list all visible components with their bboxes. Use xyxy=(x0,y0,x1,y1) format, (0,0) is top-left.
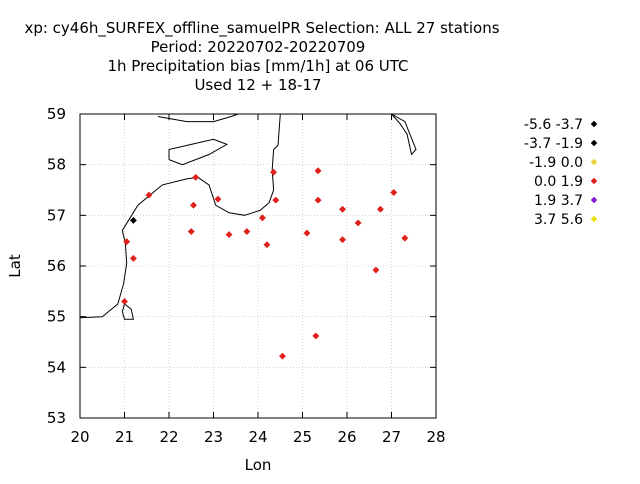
station-point xyxy=(312,332,320,340)
station-point xyxy=(129,216,137,224)
coastline xyxy=(157,113,239,123)
station-point xyxy=(270,168,278,176)
y-tick-label: 54 xyxy=(47,358,66,376)
coastline xyxy=(121,303,135,320)
station-point xyxy=(192,173,200,181)
legend-marker xyxy=(590,215,598,223)
coastline xyxy=(168,138,229,166)
y-tick-label: 57 xyxy=(47,206,66,224)
x-tick-label: 20 xyxy=(70,428,89,446)
station-point xyxy=(272,196,280,204)
title-line: 1h Precipitation bias [mm/1h] at 06 UTC xyxy=(107,57,408,75)
legend-label: 1.9 3.7 xyxy=(534,193,583,209)
x-tick-label: 24 xyxy=(248,428,267,446)
station-point xyxy=(123,238,131,246)
station-point xyxy=(278,352,287,360)
y-tick-label: 55 xyxy=(47,308,66,326)
station-point xyxy=(314,196,322,204)
station-point xyxy=(187,227,195,236)
grid-lines xyxy=(80,114,436,418)
legend-label: 3.7 5.6 xyxy=(534,212,583,228)
coastline-map xyxy=(79,113,417,320)
legend-marker xyxy=(590,120,598,128)
legend-marker xyxy=(590,139,598,147)
x-axis-label: Lon xyxy=(245,456,272,474)
station-point xyxy=(243,227,251,236)
station-point xyxy=(354,219,362,227)
chart-title: xp: cy46h_SURFEX_offline_samuelPR Select… xyxy=(24,19,499,94)
legend-marker xyxy=(590,158,598,166)
y-tick-label: 53 xyxy=(47,409,66,427)
legend: -5.6 -3.7 -3.7 -1.9 -1.9 0.0 0.0 1.9 1.9 3.7… xyxy=(524,117,598,228)
station-point xyxy=(189,201,198,209)
legend-marker xyxy=(590,196,598,204)
station-point xyxy=(214,195,222,203)
y-axis-label: Lat xyxy=(6,254,24,278)
title-line: Period: 20220702-20220709 xyxy=(151,38,366,56)
x-tick-label: 23 xyxy=(204,428,223,446)
x-axis-ticks: 20 21 22 23 24 25 26 27 28 xyxy=(70,114,446,446)
x-tick-label: 25 xyxy=(293,428,312,446)
station-point xyxy=(145,191,153,199)
legend-label: -5.6 -3.7 xyxy=(524,117,583,133)
station-point xyxy=(129,254,137,262)
y-tick-label: 56 xyxy=(47,257,66,275)
station-point xyxy=(225,231,233,239)
y-tick-label: 59 xyxy=(47,105,66,123)
legend-marker xyxy=(590,177,598,185)
coastline xyxy=(79,113,281,319)
y-tick-label: 58 xyxy=(47,156,66,174)
coastline xyxy=(391,113,417,156)
station-points xyxy=(120,167,409,360)
legend-label: -1.9 0.0 xyxy=(529,155,583,171)
station-point xyxy=(376,205,384,213)
legend-label: 0.0 1.9 xyxy=(534,174,583,190)
station-point xyxy=(338,205,347,213)
y-axis-ticks: 53 54 55 56 57 58 59 xyxy=(47,105,436,427)
station-point xyxy=(303,229,311,237)
title-line: xp: cy46h_SURFEX_offline_samuelPR Select… xyxy=(24,19,499,38)
station-point xyxy=(401,234,409,242)
station-point xyxy=(338,236,347,244)
x-tick-label: 27 xyxy=(382,428,401,446)
station-point xyxy=(263,241,271,249)
station-point xyxy=(314,167,322,175)
station-point xyxy=(390,188,398,197)
station-point xyxy=(120,297,129,306)
legend-label: -3.7 -1.9 xyxy=(524,136,583,152)
x-tick-label: 22 xyxy=(159,428,178,446)
station-point xyxy=(372,266,380,274)
x-tick-label: 28 xyxy=(426,428,445,446)
x-tick-label: 21 xyxy=(115,428,134,446)
station-point xyxy=(258,214,267,222)
x-tick-label: 26 xyxy=(337,428,356,446)
title-line: Used 12 + 18-17 xyxy=(194,76,321,94)
